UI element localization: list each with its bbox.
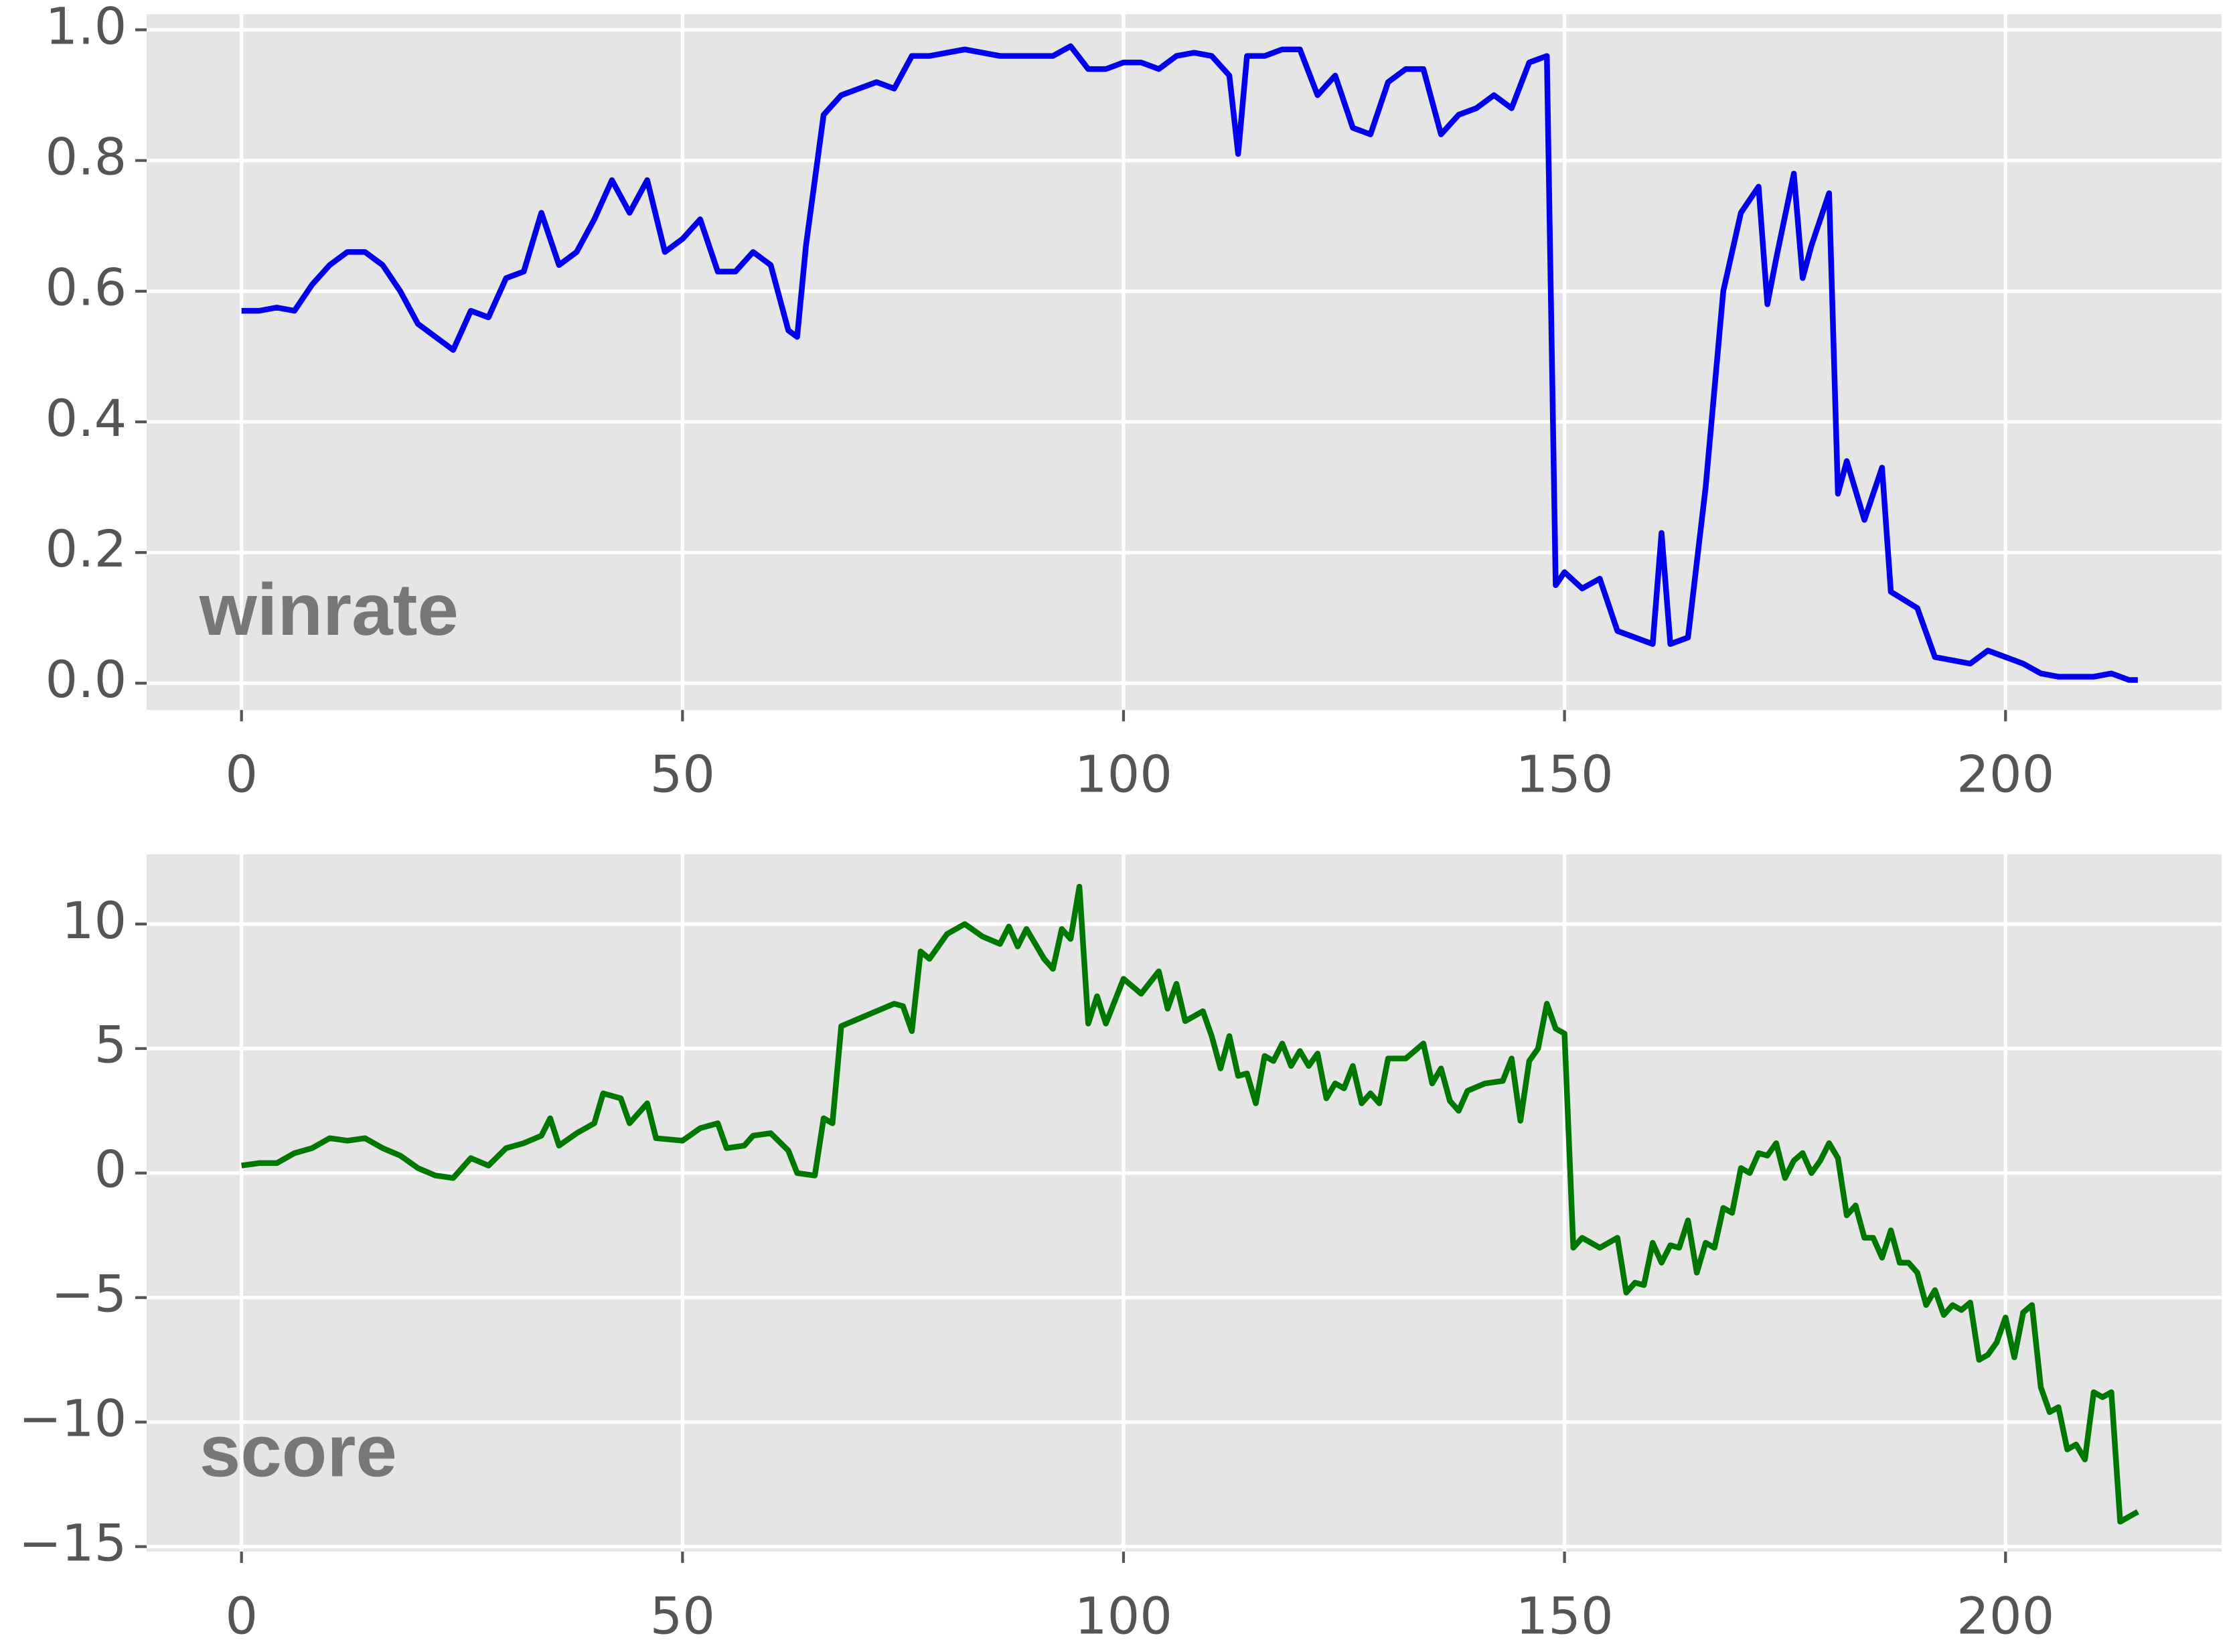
- y-tick-label: 0.2: [46, 519, 127, 579]
- x-tick-label: 0: [225, 745, 258, 804]
- y-tick-label: 10: [62, 891, 127, 950]
- annotation: winrate: [199, 569, 459, 651]
- line: [241, 43, 2138, 683]
- x-tick-label: 150: [1516, 745, 1614, 804]
- x-tick-label: 50: [650, 1586, 715, 1646]
- y-tick-label: 0.4: [46, 388, 127, 448]
- y-tick-label: −15: [19, 1513, 127, 1573]
- y-tick-label: −5: [51, 1264, 127, 1324]
- y-tick-label: 0.8: [46, 127, 127, 187]
- x-tick-label: 100: [1075, 1586, 1172, 1646]
- plot-background: [147, 14, 2222, 710]
- x-tick-label: 200: [1956, 1586, 2054, 1646]
- line: [241, 883, 2139, 1525]
- y-tick-label: 1.0: [46, 0, 127, 56]
- y-tick-label: 0.0: [46, 650, 127, 709]
- annotation: score: [200, 1410, 397, 1493]
- y-tick-label: 0.6: [46, 258, 127, 317]
- x-tick-label: 200: [1956, 745, 2054, 804]
- y-tick-label: 5: [94, 1015, 127, 1075]
- x-tick-label: 0: [225, 1586, 258, 1646]
- y-tick-label: −10: [19, 1389, 127, 1448]
- x-tick-label: 150: [1516, 1586, 1614, 1646]
- plot-background: [147, 854, 2222, 1552]
- y-tick-label: 0: [94, 1140, 127, 1199]
- x-tick-label: 100: [1075, 745, 1172, 804]
- x-tick-label: 50: [650, 745, 715, 804]
